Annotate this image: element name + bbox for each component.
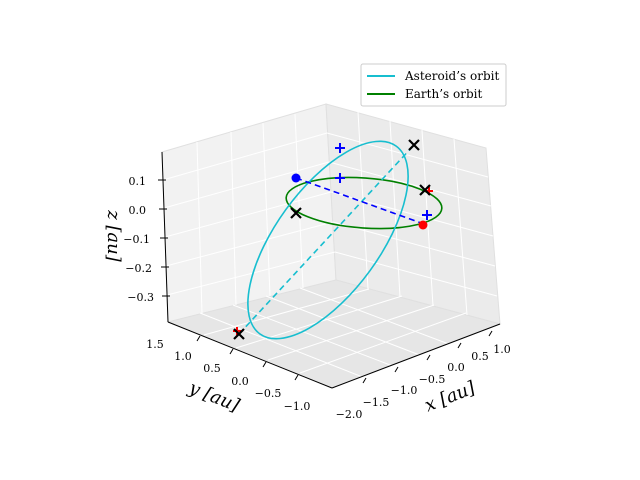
y-axis-line [167, 321, 333, 389]
y-tick-label: −1.0 [284, 400, 311, 413]
x-tick [394, 366, 399, 373]
legend-box [360, 63, 507, 107]
z-tick-label: −0.2 [125, 262, 152, 275]
blue-point [291, 173, 301, 183]
grid-line [267, 304, 435, 361]
grid-line [203, 288, 370, 336]
y-tick-label: −0.5 [255, 387, 282, 400]
x-tick [457, 342, 462, 349]
asteroid-dashed-line [238, 144, 415, 335]
grid-line [330, 191, 494, 237]
y-tick [262, 361, 267, 368]
x-tick-label: −1.0 [391, 384, 418, 397]
x-tick-label: 0.5 [471, 350, 489, 363]
blue-plus-marker [335, 143, 345, 153]
y-tick-label: 1.5 [146, 338, 164, 351]
legend-label-earth: Earth’s orbit [405, 87, 482, 101]
z-tick-label: 0.0 [129, 204, 147, 217]
y-tick [294, 374, 299, 381]
z-tick-label: −0.3 [127, 291, 154, 304]
z-tick-label: −0.1 [123, 233, 150, 246]
grid-line [166, 251, 336, 296]
grid-line [299, 312, 467, 374]
grid-line [165, 221, 334, 267]
y-tick-label: 0.0 [231, 375, 249, 388]
grid-line [163, 161, 330, 209]
x-tick-label: 1.0 [493, 343, 511, 356]
asteroid-orbit-line [247, 140, 409, 340]
blue-plus-marker [335, 173, 345, 183]
grid-line [299, 287, 463, 350]
y-tick [229, 348, 234, 355]
x-tick [362, 377, 367, 384]
z-tick-label: 0.1 [129, 175, 147, 188]
grid-line [326, 132, 489, 178]
x-axis-line [331, 323, 501, 389]
panes [161, 103, 502, 389]
y-tick [196, 335, 201, 342]
x-tick-label: −1.5 [363, 396, 390, 409]
grid-line [265, 295, 431, 360]
grid-line [332, 221, 496, 267]
tick-labels: 0.1 0.0 −0.1 −0.2 −0.3 −2.0 −1.5 −1.0 −0… [123, 175, 510, 421]
red-point [418, 220, 428, 230]
legend-label-asteroid: Asteroid’s orbit [404, 69, 499, 83]
blue-dashed-line [295, 177, 425, 225]
legend: Asteroid’s orbit Earth’s orbit [360, 63, 507, 107]
y-tick-label: 1.0 [174, 350, 192, 363]
black-cross-marker [233, 328, 245, 340]
black-cross-marker [408, 139, 420, 151]
grid-line [162, 132, 328, 181]
x-tick-label: −2.0 [336, 408, 363, 421]
x-tick-label: −0.5 [419, 373, 446, 386]
z-axis-label: z [au] [103, 209, 124, 263]
tick-marks [158, 179, 493, 384]
grid-line [164, 191, 332, 238]
x-tick [426, 354, 431, 361]
grid-line [334, 251, 498, 297]
blue-plus-markers [335, 143, 432, 220]
x-tick-label: 0.0 [447, 361, 465, 374]
earth-orbit-line [285, 176, 443, 230]
y-tick-label: 0.5 [203, 362, 221, 375]
black-cross-marker [290, 207, 302, 219]
black-cross-markers [233, 139, 431, 340]
black-cross-marker [419, 184, 431, 196]
grid-line [232, 304, 399, 369]
grid-line [328, 161, 492, 207]
x-tick [488, 330, 493, 337]
grid-line [199, 312, 366, 379]
blue-plus-marker [422, 210, 432, 220]
